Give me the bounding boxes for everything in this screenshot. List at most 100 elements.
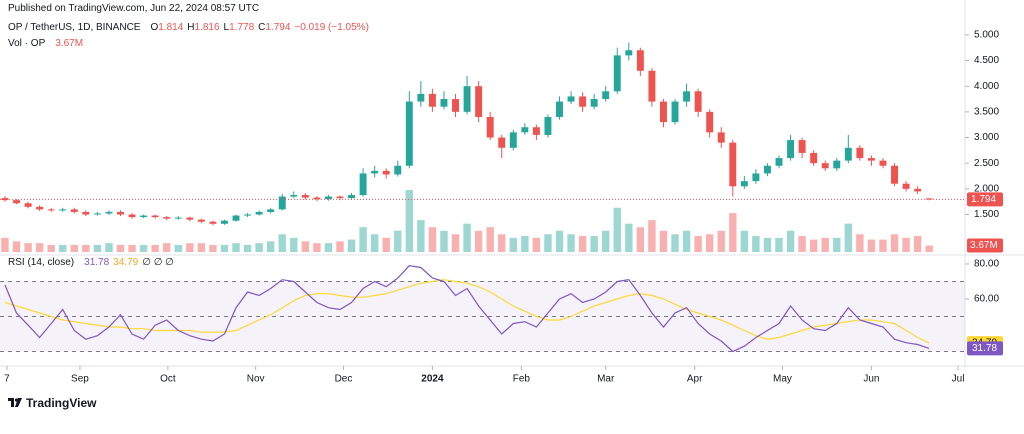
volume-bar [324,243,333,252]
candle-body [117,211,124,215]
candle-body [856,147,864,159]
volume-bar [798,236,806,252]
volume-bar [382,237,390,252]
volume-bar [12,241,21,252]
x-tick-label: 2024 [421,374,444,385]
candle-body [532,127,540,135]
volume-bar [370,234,379,252]
candle-body [174,217,182,219]
volume-bar [752,236,760,252]
volume-bar [602,230,610,252]
volume-bar [925,245,933,252]
volume-bar [197,243,206,252]
candle-body [105,211,113,214]
volume-bar [301,241,310,252]
volume-bar [163,243,171,252]
candle-body [70,209,78,212]
x-tick-label: Oct [160,374,176,385]
volume-bar [313,243,321,252]
volume-bar [405,190,414,252]
x-tick-label: Nov [247,374,265,385]
volume-bar [59,244,67,252]
candle-body [13,200,20,204]
volume-bar [1,237,9,252]
quote-value: 1.794 [265,22,291,33]
candle-body [590,99,598,107]
rsi-tag-label: 31.78 [972,343,997,354]
quote-item: H1.816 [187,22,219,33]
volume-bar [544,234,552,252]
volume-bar [763,237,772,252]
rsi-legend: RSI (14, close) 31.78 34.79 ∅ ∅ ∅ [8,257,174,268]
volume-bar [821,237,829,252]
candle-body [428,93,436,107]
volume-bar [336,241,344,252]
candle-body [267,209,275,212]
candle-body [844,147,852,161]
volume-bar [278,234,286,252]
candle-body [613,55,621,92]
quote-value: 1.816 [194,22,220,33]
y-tick-label: 1.500 [974,209,999,220]
volume-bar [116,244,125,252]
volume-last: 3.67M [55,38,84,49]
quote-change: −0.019 (−1.05%) [294,22,369,33]
y-tick-label: 4.500 [974,55,999,66]
candle-body [636,50,644,71]
candle-body [186,217,194,220]
volume-bar [220,244,229,252]
volume-bar [740,230,749,252]
volume-bar [174,244,182,252]
quote-label: O [150,22,159,33]
volume-bar [24,243,32,252]
volume-bar [128,244,136,252]
volume-bar [359,227,367,252]
volume-bar [139,244,148,252]
candle-body [348,195,356,199]
published: Published on TradingView.com, Jun 22, 20… [8,3,260,14]
candle-body [197,219,205,222]
quote-item: O1.814 [150,22,183,33]
volume-bar [809,239,818,252]
candle-body [567,96,575,102]
candle-body [140,215,148,218]
volume-bar [186,243,194,252]
logo [8,398,22,407]
quote-value: 1.814 [158,22,184,33]
volume-bar [775,237,783,252]
candle-body [729,142,737,187]
footer: TradingView [8,396,96,410]
volume-bar [671,234,679,252]
volume-tag [967,238,1003,253]
candle-body [93,213,101,215]
symbol: OP / TetherUS, 1D, BINANCE [8,22,141,33]
candle-body [879,160,887,166]
volume-bar [417,220,425,252]
volume-bar [394,230,402,252]
volume-bar [532,237,541,252]
candle-body [763,165,771,174]
published-line: Published on TradingView.com, Jun 22, 20… [8,3,259,14]
candle-body [579,96,587,107]
volume-bar [913,236,922,252]
quote-item: C1.794 [258,22,290,33]
x-tick-label: 7 [4,374,10,385]
candle-body [417,93,425,102]
candle-body [798,140,806,153]
candle-body [486,116,494,138]
x-tick-label: Jul [952,374,965,385]
rsi-line [4,265,930,353]
last-price-tag [967,192,1003,207]
candle-body [671,101,679,123]
volume-bar [47,244,55,252]
volume-bar [705,234,714,252]
last-price-label: 1.794 [971,194,996,205]
rsi-last: 31.78 [84,257,110,268]
rsi-y-tick-label: 80.00 [974,259,999,270]
candle-body [382,170,390,175]
candle-body [244,214,252,216]
candle-body [625,50,633,56]
candle-body [787,140,795,159]
volume-bar [486,227,494,252]
candle-body [290,195,298,197]
